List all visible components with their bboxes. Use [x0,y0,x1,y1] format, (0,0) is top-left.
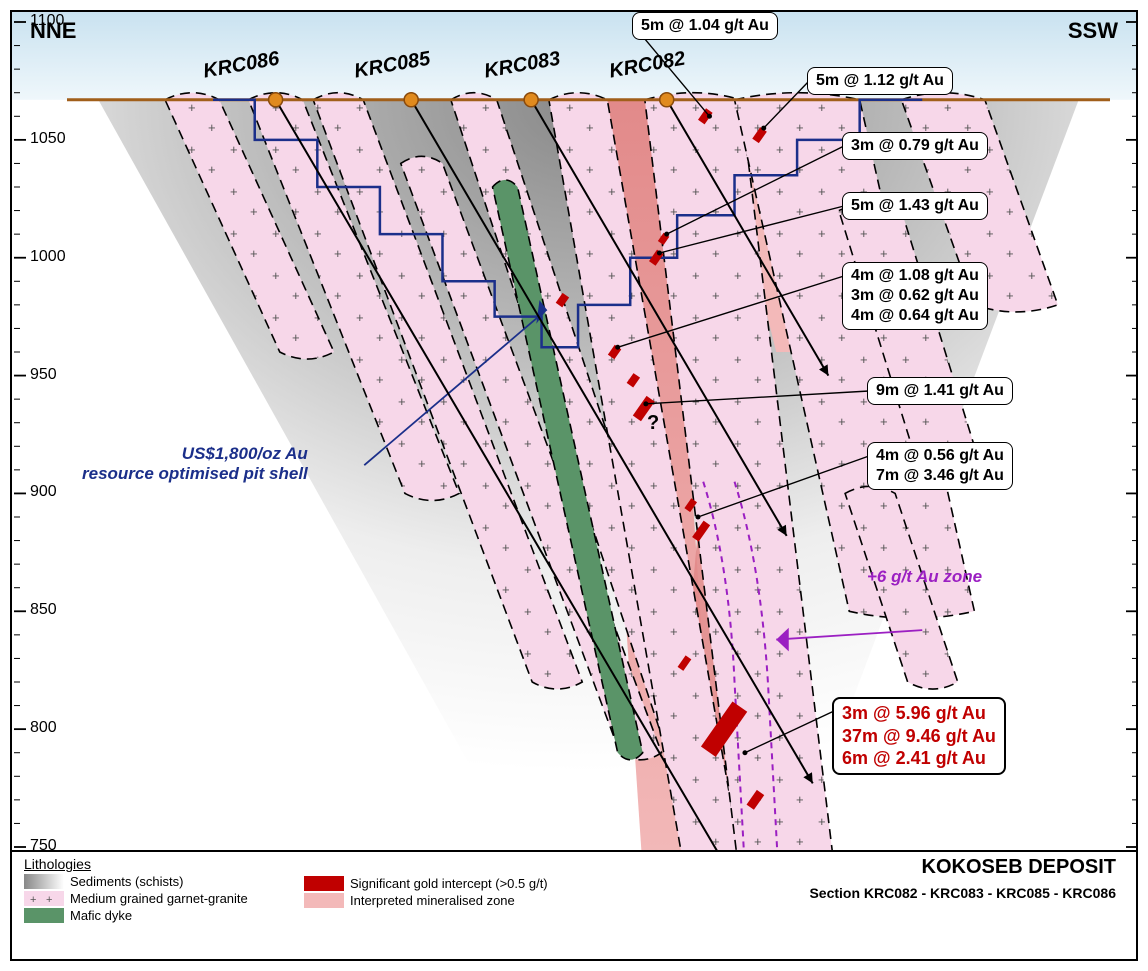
legend-swatch [304,893,344,908]
svg-text:+: + [46,894,52,906]
intercept-line: 5m @ 1.12 g/t Au [816,72,944,89]
chart-area: + + NNE SSW KRC086KRC085KRC083KRC082 US$… [12,12,1136,852]
intercept-line: 4m @ 0.56 g/t Au [876,447,1004,464]
legend-swatch [24,874,64,889]
legend-item: Interpreted mineralised zone [304,893,644,908]
legend-item: Mafic dyke [24,908,304,923]
intercept-line: 5m @ 1.04 g/t Au [641,17,769,34]
legend-title: Lithologies [24,856,304,872]
intercept-line: 7m @ 3.46 g/t Au [876,467,1004,484]
y-tick-900: 900 [30,483,57,501]
intercept-line: 6m @ 2.41 g/t Au [842,748,986,768]
legend-swatch: ++ [24,891,64,906]
legend-swatch [24,908,64,923]
direction-ssw: SSW [1068,18,1118,44]
legend-item: ++Medium grained garnet-granite [24,891,304,906]
high-grade-zone-label: +6 g/t Au zone [867,567,982,587]
legend-label: Sediments (schists) [70,874,183,889]
intercept-line: 4m @ 1.08 g/t Au [851,267,979,284]
intercept-line: 3m @ 5.96 g/t Au [842,703,986,723]
y-tick-950: 950 [30,366,57,384]
intercept-line: 37m @ 9.46 g/t Au [842,726,996,746]
intercept-callout-c2: 5m @ 1.12 g/t Au [807,67,953,95]
legend-item: Sediments (schists) [24,874,304,889]
intercept-callout-c8: 3m @ 5.96 g/t Au 37m @ 9.46 g/t Au6m @ 2.… [832,697,1006,775]
legend-label: Significant gold intercept (>0.5 g/t) [350,876,548,891]
legend-col-2: Significant gold intercept (>0.5 g/t) Int… [304,856,644,955]
legend-label: Interpreted mineralised zone [350,893,515,908]
intercept-callout-c7: 4m @ 0.56 g/t Au 7m @ 3.46 g/t Au [867,442,1013,490]
y-tick-850: 850 [30,601,57,619]
legend-swatch [304,876,344,891]
y-tick-750: 750 [30,837,57,852]
intercept-line: 5m @ 1.43 g/t Au [851,197,979,214]
intercept-line: 4m @ 0.64 g/t Au [851,307,979,324]
uncertainty-mark: ? [647,412,659,435]
intercept-line: 3m @ 0.79 g/t Au [851,137,979,154]
legend-label: Mafic dyke [70,908,132,923]
intercept-callout-c1: 5m @ 1.04 g/t Au [632,12,778,40]
intercept-line: 3m @ 0.62 g/t Au [851,287,979,304]
y-tick-800: 800 [30,719,57,737]
y-tick-1050: 1050 [30,130,66,148]
pit-shell-label: US$1,800/oz Au resource optimised pit sh… [82,444,308,485]
deposit-title: KOKOSEB DEPOSIT [809,856,1116,879]
section-subtitle: Section KRC082 - KRC083 - KRC085 - KRC08… [809,885,1116,901]
cross-section-figure: + + NNE SSW KRC086KRC085KRC083KRC082 US$… [10,10,1138,961]
intercept-callout-c3: 3m @ 0.79 g/t Au [842,132,988,160]
legend-area: Lithologies Sediments (schists)++Medium … [12,852,1136,959]
title-block: KOKOSEB DEPOSIT Section KRC082 - KRC083 … [809,856,1124,955]
svg-text:+: + [30,894,36,906]
intercept-line: 9m @ 1.41 g/t Au [876,382,1004,399]
intercept-callout-c5: 4m @ 1.08 g/t Au 3m @ 0.62 g/t Au 4m @ 0.6… [842,262,988,330]
intercept-callout-c6: 9m @ 1.41 g/t Au [867,377,1013,405]
legend-col-1: Lithologies Sediments (schists)++Medium … [24,856,304,955]
direction-nne: NNE [30,18,76,44]
intercept-callout-c4: 5m @ 1.43 g/t Au [842,192,988,220]
legend-label: Medium grained garnet-granite [70,891,248,906]
y-tick-1000: 1000 [30,248,66,266]
pit-l1: US$1,800/oz Au [182,444,308,463]
pit-l2: resource optimised pit shell [82,464,308,483]
legend-item: Significant gold intercept (>0.5 g/t) [304,876,644,891]
